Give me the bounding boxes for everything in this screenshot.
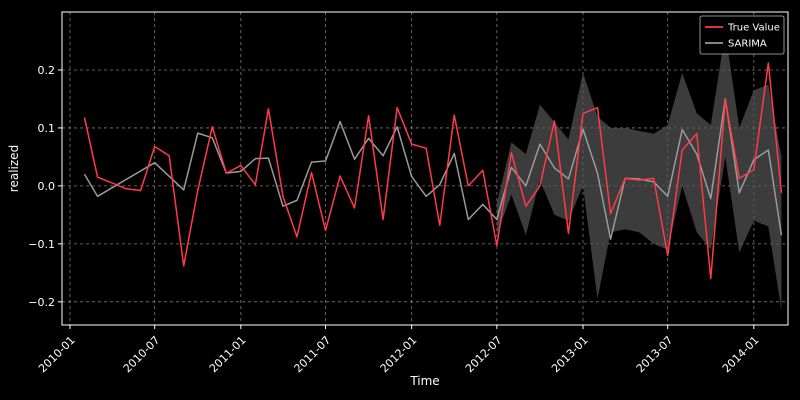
y-tick-label: 0.2 bbox=[38, 64, 56, 77]
y-axis-ticks: −0.2 −0.1 0.0 0.1 0.2 bbox=[28, 64, 62, 309]
sarima-line bbox=[83, 98, 783, 240]
legend: True Value SARIMA bbox=[699, 15, 785, 55]
y-tick-label: 0.0 bbox=[38, 180, 56, 193]
confidence-band-area bbox=[496, 32, 782, 311]
legend-box bbox=[699, 15, 785, 55]
y-tick-label: −0.2 bbox=[28, 296, 55, 309]
y-tick-label: −0.1 bbox=[28, 238, 55, 251]
true-value-line bbox=[83, 62, 783, 280]
legend-label: True Value bbox=[727, 23, 780, 34]
legend-label: SARIMA bbox=[728, 39, 767, 50]
axes-frame bbox=[61, 11, 789, 326]
y-axis-label: realized bbox=[7, 145, 21, 192]
x-axis-label: Time bbox=[409, 374, 439, 388]
series-lines bbox=[83, 62, 783, 280]
y-tick-label: 0.1 bbox=[38, 122, 56, 135]
confidence-band bbox=[496, 32, 782, 311]
